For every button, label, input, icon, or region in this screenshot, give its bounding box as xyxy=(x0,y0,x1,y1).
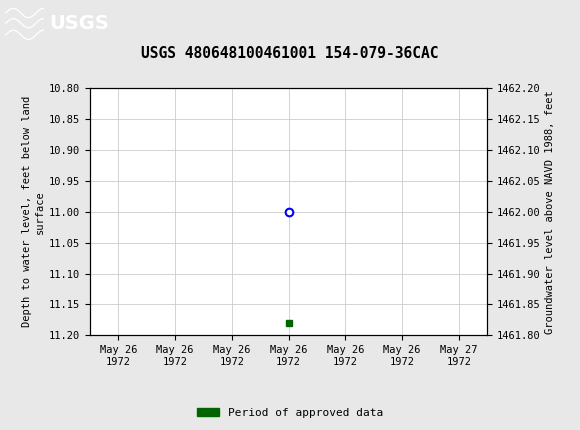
Text: USGS 480648100461001 154-079-36CAC: USGS 480648100461001 154-079-36CAC xyxy=(142,46,438,61)
Text: USGS: USGS xyxy=(49,14,109,33)
Y-axis label: Depth to water level, feet below land
surface: Depth to water level, feet below land su… xyxy=(21,96,45,327)
Y-axis label: Groundwater level above NAVD 1988, feet: Groundwater level above NAVD 1988, feet xyxy=(545,90,555,334)
Legend: Period of approved data: Period of approved data xyxy=(193,403,387,422)
